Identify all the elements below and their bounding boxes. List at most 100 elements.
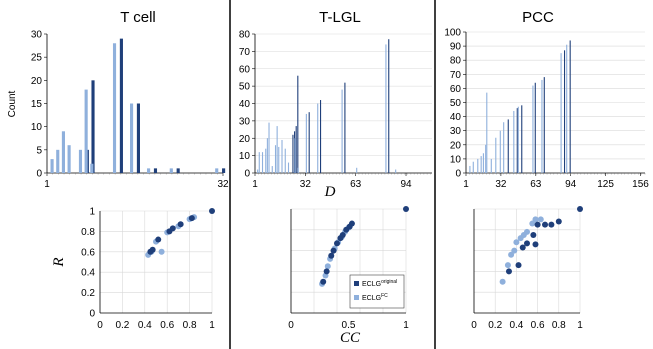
x-tick-label: 0.4 [509, 320, 523, 331]
point-fc [524, 228, 530, 235]
chart-title: T cell [120, 9, 156, 26]
y-tick-label: 80 [239, 30, 251, 41]
bar-fc [356, 167, 358, 173]
y-axis-label-count: Count [7, 90, 18, 117]
x-tick-label: 32 [217, 179, 229, 190]
legend-original-label: ECLGoriginal [362, 279, 397, 288]
bar-fc [276, 126, 278, 173]
x-tick-label: 0.4 [138, 320, 152, 331]
bar-fc [56, 149, 60, 173]
y-tick-label: 50 [239, 82, 251, 93]
y-axis-label-r: R [51, 257, 67, 267]
y-tick-label: 5 [36, 145, 42, 156]
bar-original [292, 134, 294, 173]
bar-fc [67, 145, 71, 173]
bar-fc [566, 44, 568, 173]
y-tick-label: 40 [450, 112, 462, 123]
x-tick-label: 63 [350, 179, 362, 190]
y-tick-label: 0.8 [81, 227, 95, 238]
point-original [339, 232, 346, 238]
bar-fc [112, 43, 117, 174]
bar-original [320, 100, 322, 173]
x-tick-label: 125 [597, 179, 614, 190]
point-original [320, 278, 327, 285]
x-axis-label-cc: CC [340, 330, 361, 346]
x-axis-label-d: D [324, 184, 336, 200]
x-tick-label: 0.5 [342, 320, 356, 331]
bar-fc [317, 103, 319, 173]
y-tick-label: 0 [455, 169, 461, 180]
point-original [577, 206, 583, 212]
point-fc [504, 262, 511, 269]
bar-original [516, 108, 518, 173]
point-original [519, 244, 526, 251]
y-tick-label: 1 [89, 207, 95, 218]
bar-fc [499, 130, 501, 173]
x-tick-label: 1 [463, 179, 469, 190]
point-original [330, 247, 337, 254]
histogram-2: 0 10 20 30 40 50 60 70 80 90 100 1 32 63 94 125 156 PCC [444, 9, 649, 190]
legend-fc-label: ECLGFC [362, 293, 388, 302]
bar-original [297, 75, 299, 173]
point-original [348, 220, 355, 227]
x-tick-label: 0 [288, 320, 294, 331]
bar-original [344, 82, 346, 173]
point-original [515, 262, 522, 269]
point-original [505, 268, 512, 275]
bar-fc [278, 146, 280, 173]
bar-fc [84, 89, 88, 173]
bar-original [507, 119, 509, 173]
legend-box [349, 274, 405, 309]
point-original [532, 241, 539, 248]
point-original [524, 240, 530, 247]
histogram-1: 0 10 20 30 40 50 60 70 80 1 32 63 94 T-LGL [239, 9, 432, 190]
point-original [334, 240, 340, 247]
y-tick-label: 0.4 [81, 268, 95, 279]
point-fc [537, 216, 544, 223]
x-tick-label: 0.8 [183, 320, 197, 331]
y-tick-label: 0 [36, 169, 42, 180]
x-tick-label: 0.6 [160, 320, 174, 331]
bar-fc [482, 153, 484, 173]
bar-original [543, 77, 545, 173]
bar-fc [486, 92, 488, 173]
y-tick-label: 30 [239, 116, 251, 127]
point-original [323, 268, 330, 275]
y-tick-label: 60 [239, 64, 251, 75]
y-tick-label: 60 [450, 84, 462, 95]
x-tick-label: 0 [471, 320, 477, 331]
point-original [149, 246, 156, 253]
x-tick-label: 1 [577, 320, 583, 331]
x-tick-label: 1 [403, 320, 409, 331]
bar-fc [480, 156, 482, 173]
point-original [534, 221, 541, 228]
bar-fc [395, 169, 397, 173]
bar-fc [215, 168, 219, 173]
bar-fc [266, 138, 268, 173]
chart-title: T-LGL [319, 9, 361, 26]
bar-original [176, 168, 180, 173]
bar-fc [495, 137, 497, 173]
bar-original [563, 50, 566, 173]
y-tick-label: 30 [31, 30, 43, 41]
x-tick-label: 0 [97, 320, 103, 331]
bar-fc [61, 131, 65, 173]
x-tick-label: 32 [300, 179, 312, 190]
bar-fc [485, 144, 487, 173]
point-fc [529, 220, 536, 227]
bar-fc [169, 168, 173, 173]
x-tick-label: 1 [252, 179, 258, 190]
x-tick-label: 0.2 [115, 320, 129, 331]
y-tick-label: 10 [31, 122, 43, 133]
bar-fc [503, 122, 505, 173]
bar-original [388, 39, 390, 174]
bar-fc [297, 167, 299, 173]
bar-fc [541, 79, 543, 173]
x-tick-label: 1 [44, 179, 50, 190]
bar-original [136, 103, 140, 173]
x-tick-label: 94 [400, 179, 412, 190]
x-tick-label: 63 [530, 179, 542, 190]
legend-fc-swatch [354, 295, 359, 300]
bar-fc [268, 122, 270, 173]
